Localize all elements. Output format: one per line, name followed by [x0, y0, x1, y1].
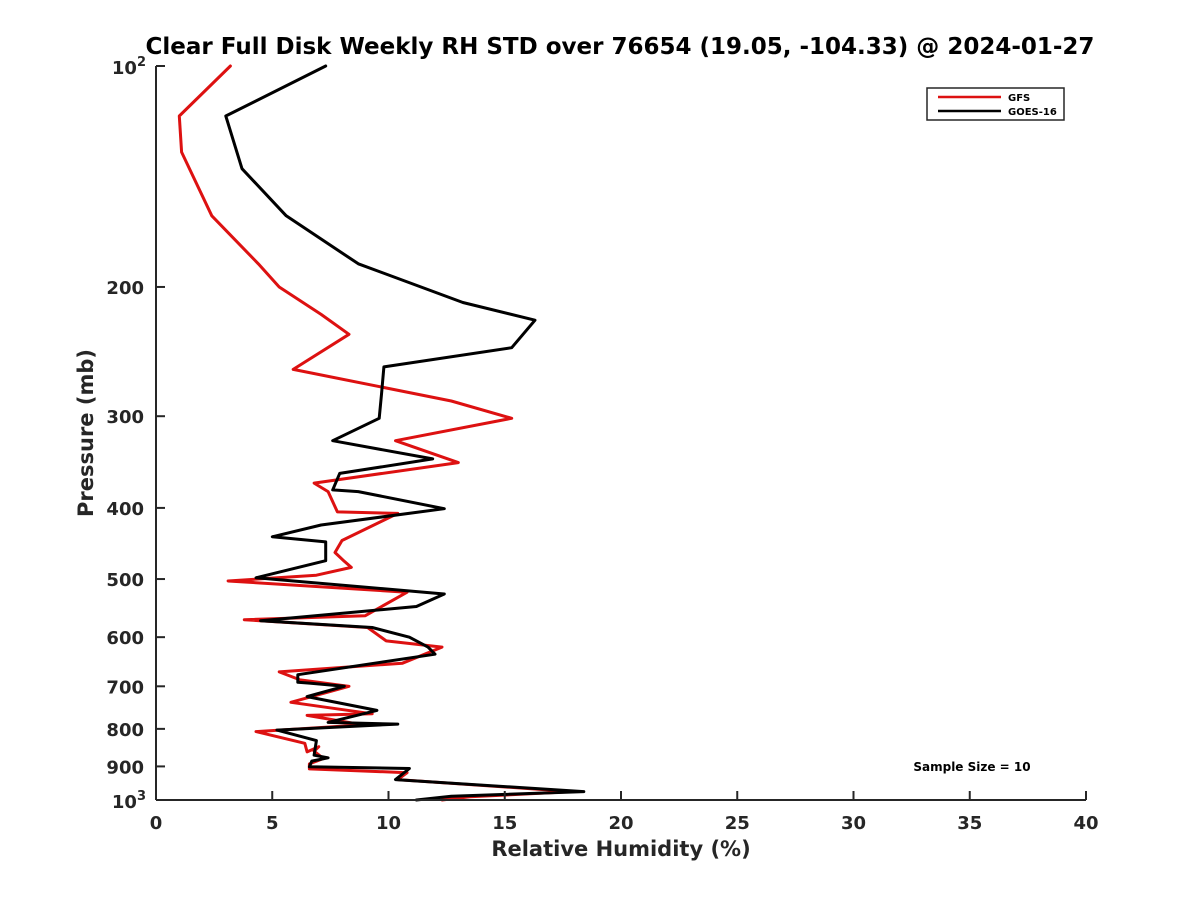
- y-tick-label: 900: [106, 757, 144, 778]
- y-tick-label: 400: [106, 499, 144, 520]
- x-tick-label: 15: [492, 813, 517, 834]
- series-layer: [177, 64, 586, 802]
- y-tick-label-exponent: 102: [112, 55, 146, 79]
- legend: GFS GOES-16: [926, 87, 1065, 121]
- legend-label-goes-16: GOES-16: [1008, 107, 1057, 118]
- x-tick-label: 35: [957, 813, 982, 834]
- x-tick-label: 30: [841, 813, 866, 834]
- legend-label-gfs: GFS: [1008, 93, 1030, 104]
- y-tick-group: 200 300 400 500 600 700 800 900 102 103: [106, 55, 165, 813]
- y-tick-label: 600: [106, 628, 144, 649]
- x-tick-label: 40: [1073, 813, 1098, 834]
- y-tick-label: 500: [106, 570, 144, 591]
- legend-entries: GFS GOES-16: [938, 93, 1057, 118]
- x-axis-label: Relative Humidity (%): [491, 837, 750, 861]
- x-tick-group: 0 5 10 15 20 25 30 35 40: [150, 791, 1099, 834]
- y-axis-label: Pressure (mb): [74, 349, 98, 517]
- y-tick-label: 800: [106, 720, 144, 741]
- x-tick-label: 10: [376, 813, 401, 834]
- series-line-gfs: [177, 64, 574, 802]
- legend-box: [926, 87, 1065, 121]
- y-tick-label: 700: [106, 677, 144, 698]
- sample-size-annotation: Sample Size = 10: [913, 760, 1030, 774]
- series-line-goes-16: [224, 64, 586, 802]
- x-tick-label: 5: [266, 813, 279, 834]
- chart-title: Clear Full Disk Weekly RH STD over 76654…: [146, 34, 1095, 60]
- x-tick-label: 25: [725, 813, 750, 834]
- x-tick-label: 0: [150, 813, 163, 834]
- y-tick-label: 200: [106, 278, 144, 299]
- y-tick-label: 300: [106, 407, 144, 428]
- x-tick-label: 20: [608, 813, 633, 834]
- y-tick-label-exponent: 103: [112, 789, 146, 813]
